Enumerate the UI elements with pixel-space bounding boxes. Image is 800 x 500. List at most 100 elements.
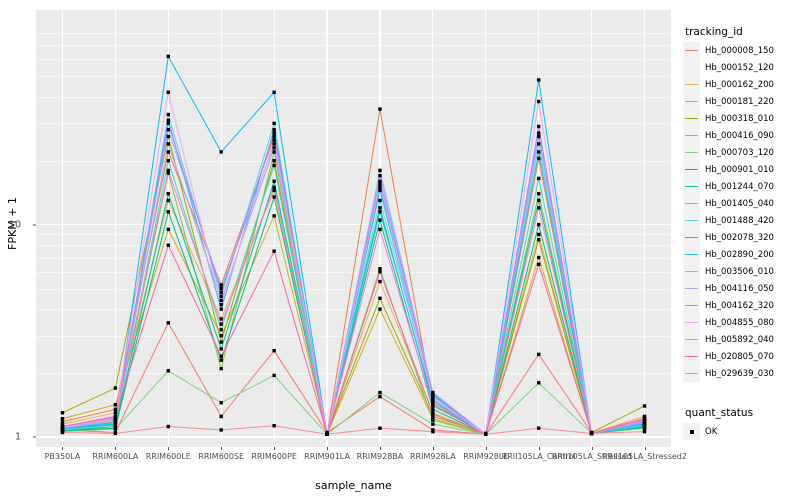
legend-item[interactable]: Hb_000703_120 <box>683 144 800 161</box>
data-point <box>378 188 382 193</box>
legend2-items: OK <box>683 423 800 440</box>
data-point <box>272 138 276 142</box>
legend2-item[interactable]: OK <box>683 423 800 440</box>
legend-item[interactable]: Hb_000901_010 <box>683 161 800 178</box>
legend-item[interactable]: Hb_002890_200 <box>683 246 800 263</box>
data-point <box>378 174 382 178</box>
legend-item-label: Hb_000008_150 <box>705 45 774 56</box>
data-point <box>431 390 435 395</box>
data-point <box>166 134 170 139</box>
legend-item-label: Hb_020805_070 <box>705 351 774 362</box>
legend-item-label: Hb_004116_050 <box>705 283 774 294</box>
legend-color-key-icon <box>683 161 700 178</box>
data-point <box>272 195 276 199</box>
data-point <box>378 394 382 399</box>
data-point <box>219 358 223 362</box>
legend-item-label: Hb_003506_010 <box>705 266 774 277</box>
data-point <box>113 386 118 390</box>
data-point <box>219 366 223 371</box>
data-point <box>166 121 170 126</box>
series-line <box>62 243 645 436</box>
legend-item[interactable]: Hb_004855_080 <box>683 314 800 331</box>
gridline-minor-y <box>36 45 671 46</box>
data-point <box>272 146 276 150</box>
data-point <box>219 150 223 154</box>
data-point <box>219 340 223 344</box>
legend-tracking-id: tracking_id Hb_000008_150 Hb_000152_120 Hb… <box>683 26 800 382</box>
gridline-minor-y <box>36 96 671 98</box>
x-tick-mark <box>538 447 540 450</box>
data-point <box>537 426 541 430</box>
data-point <box>166 168 170 173</box>
data-point <box>272 163 276 168</box>
data-point <box>219 401 223 405</box>
legend-item[interactable]: Hb_002078_320 <box>683 229 800 246</box>
legend-item-label: Hb_000416_090 <box>705 130 774 141</box>
data-point <box>60 424 65 429</box>
data-point <box>219 307 223 311</box>
legend-item[interactable]: Hb_000416_090 <box>683 127 800 144</box>
legend-item[interactable]: Hb_000152_120 <box>683 59 800 76</box>
x-tick-mark <box>274 447 276 450</box>
data-point <box>60 416 65 421</box>
data-point <box>219 347 223 351</box>
legend-item[interactable]: Hb_005892_040 <box>683 331 800 348</box>
series-line <box>62 109 645 436</box>
gridline-major-x <box>485 10 487 447</box>
data-point <box>219 290 223 295</box>
legend-item-label: Hb_000162_200 <box>705 79 774 90</box>
data-point <box>642 429 647 434</box>
legend-item[interactable]: Hb_004116_050 <box>683 280 800 297</box>
data-point <box>166 321 170 325</box>
legend-item[interactable]: Hb_020805_070 <box>683 348 800 365</box>
x-tick-label: RRIM928LA <box>409 452 456 461</box>
x-tick-mark <box>591 447 593 450</box>
legend-item[interactable]: Hb_001244_070 <box>683 178 800 195</box>
data-point <box>431 407 435 412</box>
gridline-major-x <box>591 10 593 447</box>
legend-item[interactable]: Hb_001488_420 <box>683 212 800 229</box>
data-point <box>272 249 276 253</box>
data-point <box>378 267 382 271</box>
legend-item[interactable]: Hb_000008_150 <box>683 42 800 59</box>
data-point <box>378 390 382 395</box>
legend-item[interactable]: Hb_000181_220 <box>683 93 800 110</box>
legend-item[interactable]: Hb_003506_010 <box>683 263 800 280</box>
x-tick-label: RRIM928LE <box>463 452 509 461</box>
legend-item[interactable]: Hb_000162_200 <box>683 76 800 93</box>
legend-item-label: Hb_000318_010 <box>705 113 774 124</box>
legend-item-label: Hb_001405_040 <box>705 198 774 209</box>
data-point <box>272 348 276 353</box>
x-tick-mark <box>62 447 64 450</box>
gridline-minor-y <box>36 288 671 290</box>
data-point <box>272 373 276 378</box>
legend-color-key-icon <box>683 280 700 297</box>
legend-item[interactable]: Hb_004162_320 <box>683 297 800 314</box>
legend-title: tracking_id <box>685 26 743 38</box>
data-point <box>378 227 382 232</box>
data-point <box>272 131 276 135</box>
data-point <box>272 424 276 428</box>
legend-color-key-icon <box>683 229 700 246</box>
gridline-minor-y <box>36 234 671 236</box>
data-point <box>431 422 435 426</box>
x-tick-marks <box>36 447 671 457</box>
series-line <box>62 132 645 436</box>
data-point <box>219 428 223 432</box>
x-tick-label: RRIM901LA <box>304 452 350 461</box>
series-line <box>62 188 645 437</box>
data-point <box>166 150 170 154</box>
legend-item[interactable]: Hb_000318_010 <box>683 110 800 127</box>
legend-item[interactable]: Hb_001405_040 <box>683 195 800 212</box>
gridline-major-y <box>36 436 671 438</box>
data-point <box>60 422 65 426</box>
data-point <box>378 107 382 111</box>
gridline-minor-y <box>36 123 671 124</box>
series-line <box>62 370 645 435</box>
data-point <box>378 296 382 300</box>
gridline-minor-y <box>36 32 671 34</box>
legend-item[interactable]: Hb_029639_030 <box>683 365 800 382</box>
data-point <box>219 317 223 321</box>
legend-color-key-icon <box>683 110 700 127</box>
data-point <box>272 159 276 163</box>
